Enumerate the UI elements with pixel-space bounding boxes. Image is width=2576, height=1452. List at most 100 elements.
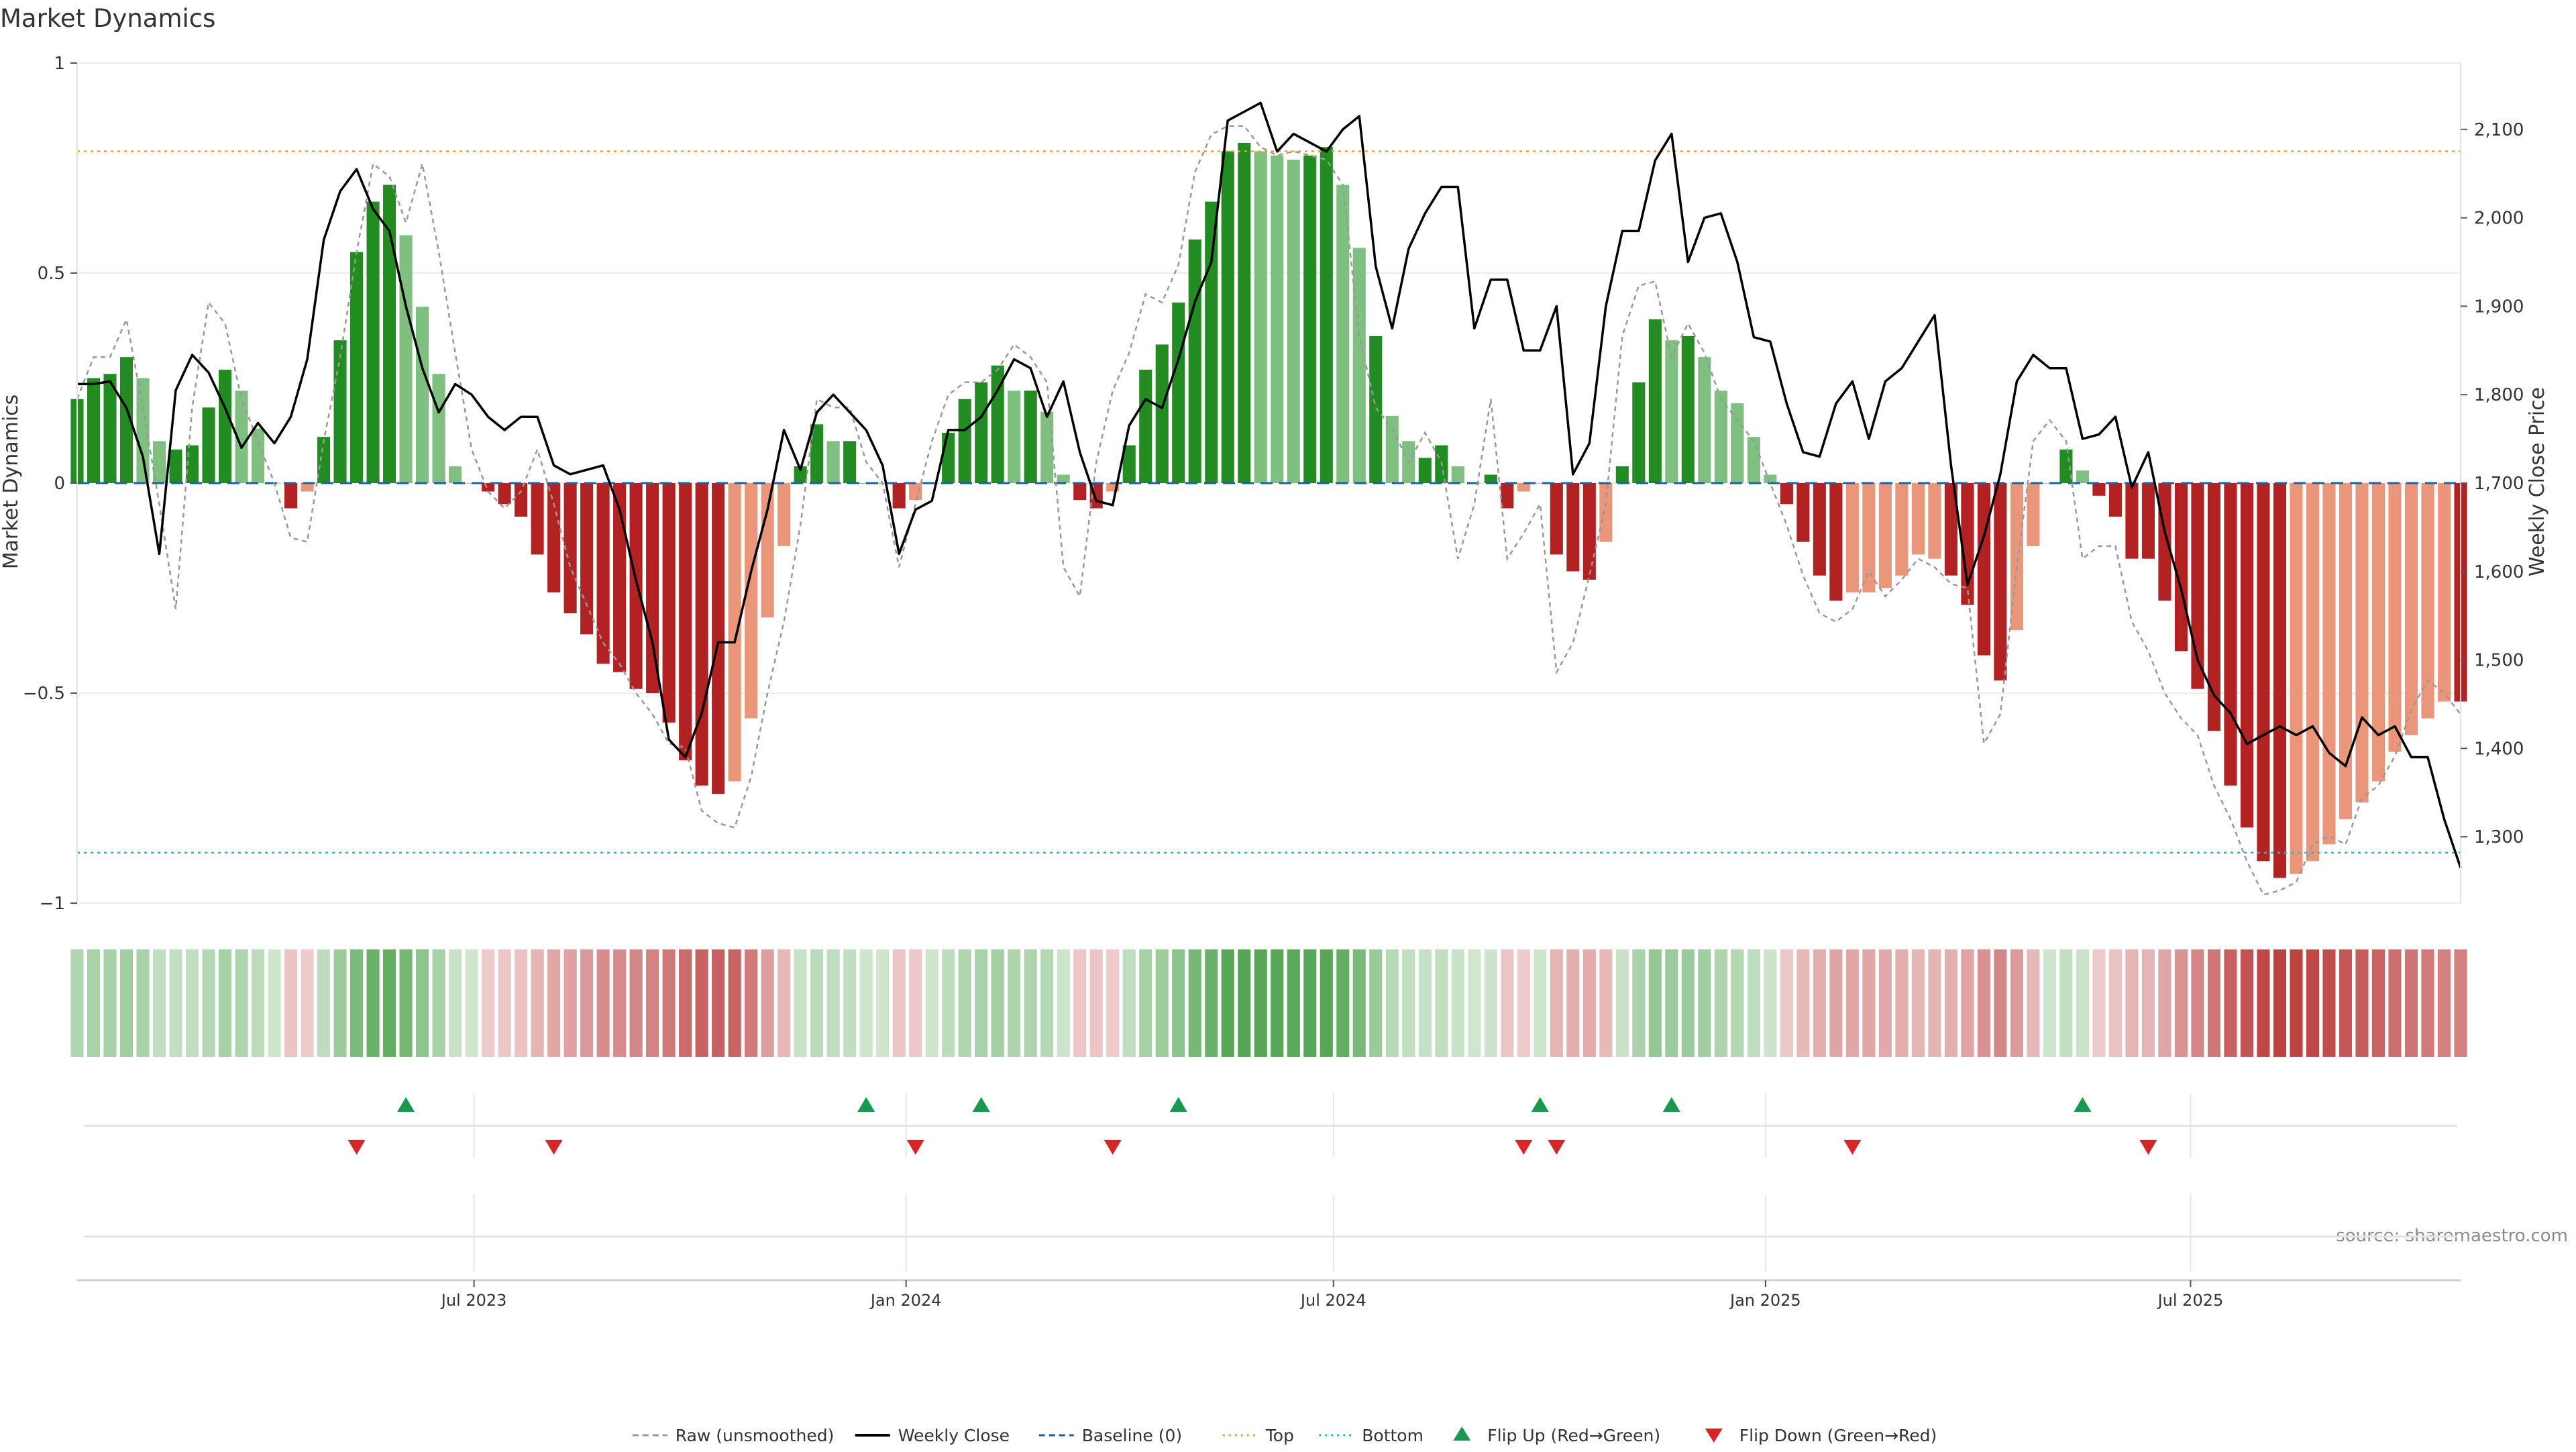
heat-strip-cell [1468,949,1481,1057]
heat-strip-cell [2027,949,2040,1057]
md-bar [958,399,971,483]
heat-strip-cell [1764,949,1777,1057]
heat-strip-cell [629,949,643,1057]
heat-strip-cell [2371,949,2385,1057]
md-bar [103,374,117,483]
left-tick-label: 0.5 [38,264,65,284]
md-bar [2141,483,2155,559]
axes-layer: 1 0.5 0 −0.5 −1 2,100 2,000 1,900 1,800 1,700 1,60… [23,54,2524,1310]
flip-down-marker [906,1139,924,1155]
heat-strip-cell [1780,949,1793,1057]
heat-strip-cell [991,949,1004,1057]
heat-strip-cell [465,949,478,1057]
md-bar [975,382,988,483]
left-tick-label: 0 [54,474,65,494]
md-bar [1139,369,1152,483]
md-bar [1731,403,1744,483]
md-bar [1369,335,1383,483]
heat-strip-cell [1878,949,1892,1057]
md-bar [2290,483,2303,874]
md-bar [547,483,561,592]
legend-item: Raw (unsmoothed) [632,1426,834,1445]
md-bar [2322,483,2336,845]
md-bar [1665,340,1678,483]
legend: Raw (unsmoothed) Weekly Close Baseline (0)… [632,1426,1937,1445]
flip-up-marker [857,1097,875,1112]
md-bar [482,483,495,492]
heat-strip-cell [1599,949,1613,1057]
left-axis-label: Market Dynamics [0,395,23,570]
md-bar [2339,483,2353,819]
md-bar [1994,483,2007,681]
md-bar [218,369,232,483]
heat-strip-cell [1369,949,1383,1057]
md-bar [169,449,182,483]
heat-strip-cell [728,949,741,1057]
heat-strip-cell [1582,949,1596,1057]
heat-strip-cell [1089,949,1103,1057]
heat-strip-cell [859,949,873,1057]
heat-strip-cell [2224,949,2237,1057]
md-bar [2207,483,2221,731]
heat-strip-cell [1632,949,1646,1057]
md-bar [1813,483,1826,576]
heat-strip-cell [284,949,298,1057]
heat-strip-cell [2108,949,2122,1057]
heat-strip-cell [596,949,610,1057]
heat-strip-cell [169,949,182,1057]
md-bar [449,466,462,483]
md-bar [1271,155,1284,483]
heat-strip-cell [1172,949,1185,1057]
md-bar [531,483,544,555]
heat-strip-cell [1698,949,1711,1057]
x-tick-label: Jan 2025 [1729,1291,1801,1310]
heat-strip-cell [2141,949,2155,1057]
legend-label: Weekly Close [898,1426,1010,1445]
md-bar [2437,483,2451,702]
heat-strip-cell [1484,949,1497,1057]
heat-strip-cell [366,949,380,1057]
heat-strip-cell [202,949,215,1057]
heat-strip-cell [2010,949,2023,1057]
right-tick-label: 1,600 [2474,562,2524,582]
heat-strip-cell [2174,949,2188,1057]
md-bar [2404,483,2418,735]
heat-strip-cell [1040,949,1054,1057]
md-bar [712,483,725,794]
heat-strip-cell [1451,949,1464,1057]
md-bar [1615,466,1629,483]
flip-down-marker [1104,1139,1122,1155]
md-bar [399,235,413,483]
heat-strip-cell [2191,949,2204,1057]
md-bar [1221,151,1234,483]
legend-item: Flip Down (Green→Red) [1705,1426,1937,1445]
heat-strip-cell [2240,949,2254,1057]
md-bar [613,483,627,672]
md-bar [350,252,364,483]
heat-strip-cell [876,949,890,1057]
heat-strip-cell [810,949,824,1057]
heat-strip-cell [580,949,594,1057]
heat-strip-cell [1024,949,1037,1057]
md-bar [2224,483,2237,786]
md-bar [2125,483,2139,559]
heat-strip-cell [2273,949,2287,1057]
md-bar [794,466,807,483]
heat-strip-cell [251,949,265,1057]
heat-strip-cell [1320,949,1333,1057]
right-tick-label: 1,800 [2474,385,2524,405]
md-bar [1238,142,1251,483]
heat-strip-cell [1615,949,1629,1057]
md-bar [1566,483,1580,572]
heat-strip-cell [1205,949,1218,1057]
md-bar [1024,391,1037,483]
heat-strip-cell [1813,949,1826,1057]
flip-up-marker [1531,1097,1549,1112]
x-tick-label: Jul 2023 [440,1291,507,1310]
heat-strip-cell [1221,949,1234,1057]
flip-down-marker [347,1139,366,1155]
heat-strip-cell [1796,949,1810,1057]
legend-item: Weekly Close [855,1426,1010,1445]
heat-strip-cell [185,949,199,1057]
